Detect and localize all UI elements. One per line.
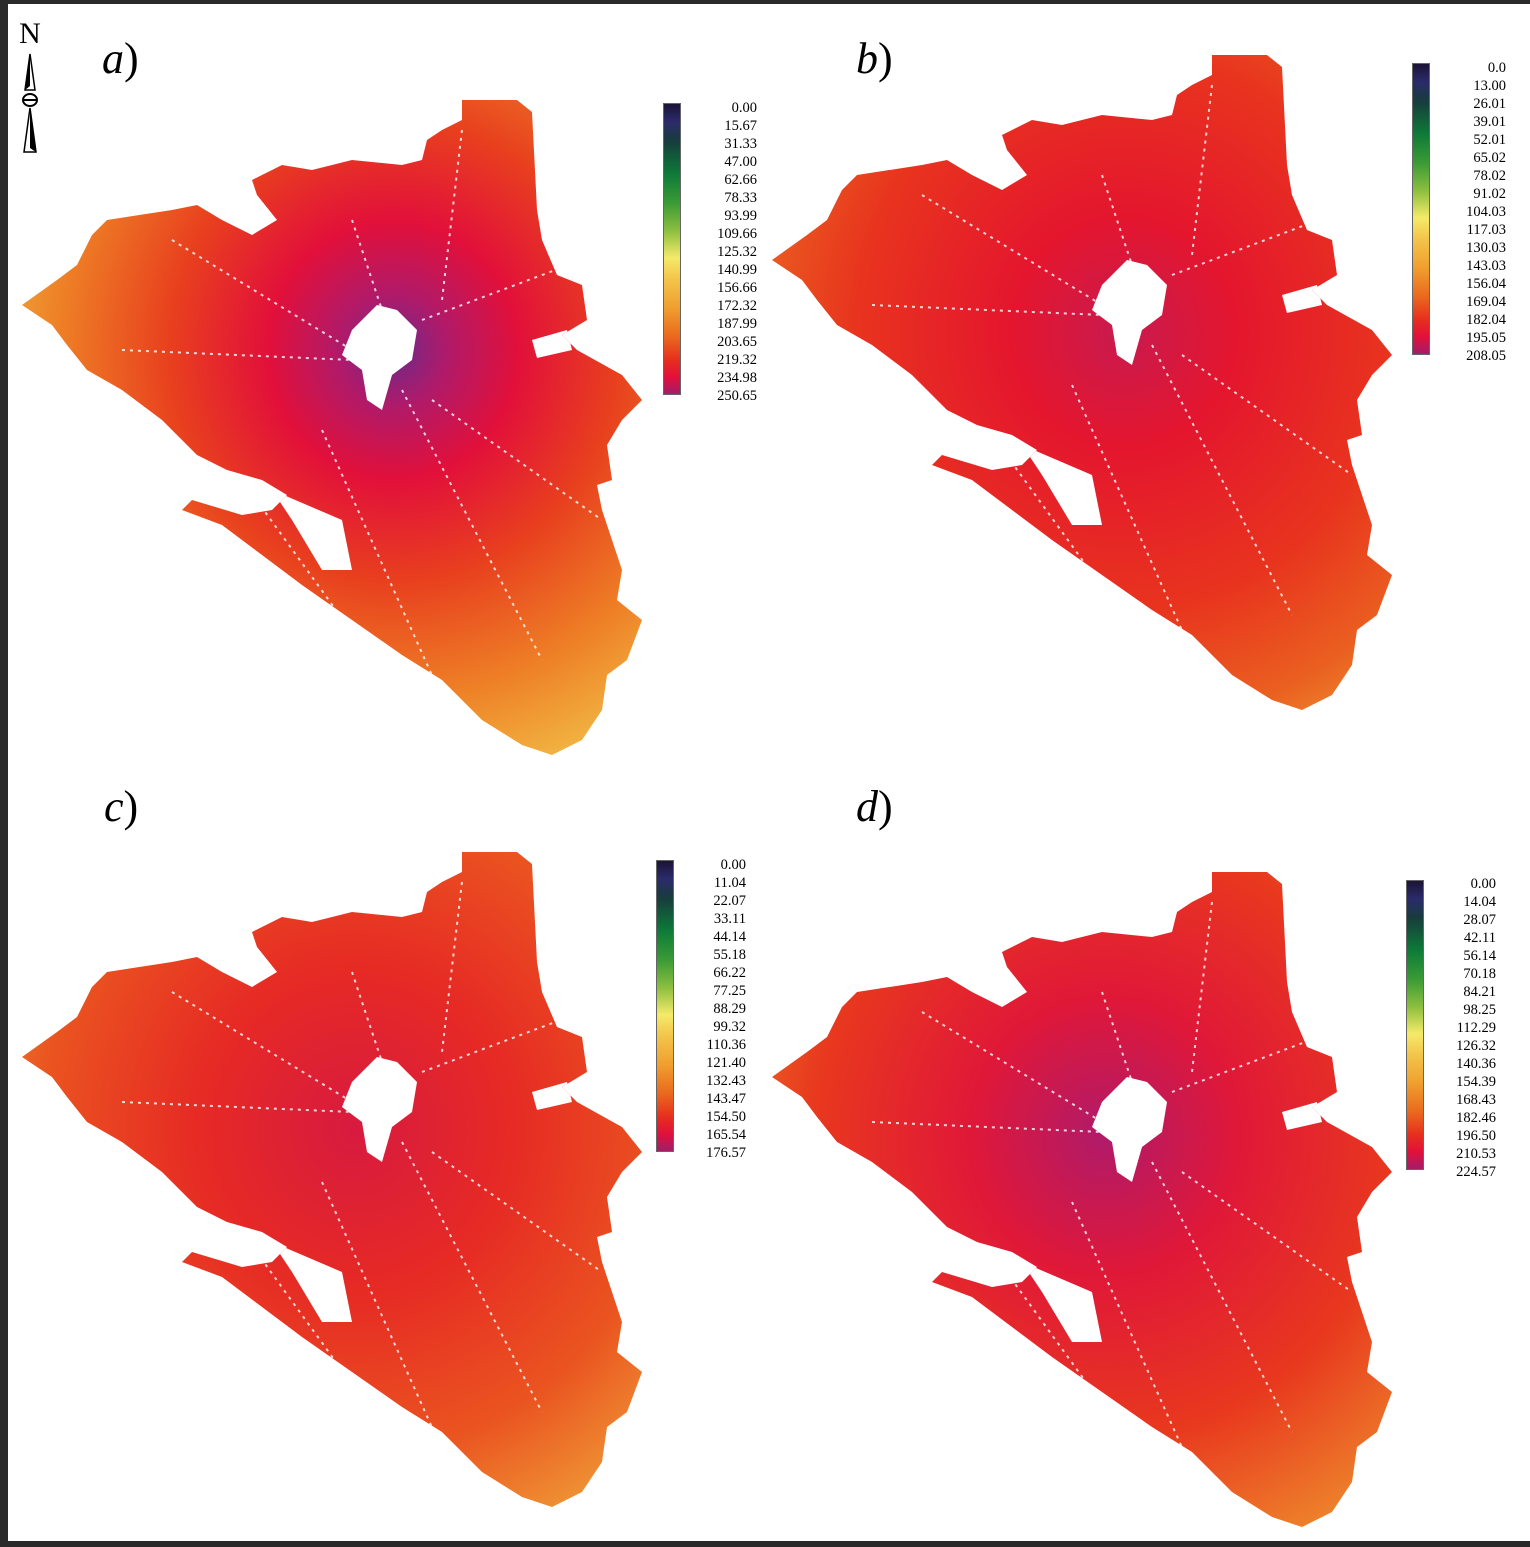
legend-c-tick: 55.18 (713, 947, 746, 963)
panel-label-d: d) (856, 782, 893, 831)
colorbar-b (1412, 63, 1430, 355)
legend-c-tick: 154.50 (706, 1109, 746, 1125)
legend-a-tick: 47.00 (724, 154, 757, 170)
legend-b-ticks: 0.0 13.00 26.01 39.01 52.01 65.02 78.02 … (1436, 60, 1506, 364)
legend-a-tick: 250.65 (717, 388, 757, 404)
legend-d-tick: 14.04 (1463, 894, 1496, 910)
map-d (772, 872, 1392, 1527)
legend-d-ticks: 0.00 14.04 28.07 42.11 56.14 70.18 84.21… (1430, 876, 1496, 1180)
legend-b-tick: 156.04 (1466, 276, 1506, 292)
legend-a-tick: 93.99 (724, 208, 757, 224)
legend-a-tick: 31.33 (724, 136, 757, 152)
legend-d-tick: 224.57 (1456, 1164, 1496, 1180)
legend-d-tick: 28.07 (1463, 912, 1496, 928)
legend-a-tick: 140.99 (717, 262, 757, 278)
legend-c-tick: 88.29 (713, 1001, 746, 1017)
legend-a-tick: 156.66 (717, 280, 757, 296)
legend-a-tick: 187.99 (717, 316, 757, 332)
legend-d-tick: 112.29 (1456, 1020, 1496, 1036)
legend-c-tick: 110.36 (706, 1037, 746, 1053)
legend-c-tick: 99.32 (713, 1019, 746, 1035)
map-b (772, 55, 1392, 710)
legend-d-tick: 84.21 (1463, 984, 1496, 1000)
legend-d-tick: 168.43 (1456, 1092, 1496, 1108)
legend-d-tick: 98.25 (1463, 1002, 1496, 1018)
map-a (22, 100, 642, 755)
legend-d-tick: 210.53 (1456, 1146, 1496, 1162)
legend-d-tick: 154.39 (1456, 1074, 1496, 1090)
legend-c-tick: 77.25 (713, 983, 746, 999)
legend-d-tick: 126.32 (1456, 1038, 1496, 1054)
panel-label-c: c) (104, 782, 139, 831)
legend-d-tick: 42.11 (1463, 930, 1496, 946)
legend-c-tick: 0.00 (720, 857, 746, 873)
legend-b-tick: 65.02 (1473, 150, 1506, 166)
colorbar-c (656, 860, 674, 1152)
legend-c-tick: 22.07 (713, 893, 746, 909)
legend-c-tick: 132.43 (706, 1073, 746, 1089)
panel-label-b: b) (856, 34, 893, 83)
legend-b-tick: 169.04 (1466, 294, 1506, 310)
legend-a-ticks: 0.00 15.67 31.33 47.00 62.66 78.33 93.99… (687, 100, 757, 404)
legend-d-tick: 182.46 (1456, 1110, 1496, 1126)
legend-a-tick: 62.66 (724, 172, 757, 188)
legend-b-tick: 104.03 (1466, 204, 1506, 220)
legend-c-tick: 176.57 (706, 1145, 746, 1161)
legend-b-tick: 0.0 (1487, 60, 1506, 76)
legend-d-tick: 0.00 (1470, 876, 1496, 892)
north-arrow-icon (22, 53, 38, 153)
legend-b-tick: 117.03 (1466, 222, 1506, 238)
legend-b-tick: 26.01 (1473, 96, 1506, 112)
legend-b-tick: 182.04 (1466, 312, 1506, 328)
legend-c-tick: 165.54 (706, 1127, 746, 1143)
legend-a-tick: 0.00 (731, 100, 757, 116)
legend-a-tick: 234.98 (717, 370, 757, 386)
legend-b-tick: 195.05 (1466, 330, 1506, 346)
legend-c-tick: 66.22 (713, 965, 746, 981)
legend-b-tick: 78.02 (1473, 168, 1506, 184)
legend-b-tick: 130.03 (1466, 240, 1506, 256)
legend-c-tick: 33.11 (713, 911, 746, 927)
legend-a-tick: 109.66 (717, 226, 757, 242)
legend-b-tick: 52.01 (1473, 132, 1506, 148)
legend-c-tick: 143.47 (706, 1091, 746, 1107)
legend-a-tick: 78.33 (724, 190, 757, 206)
colorbar-d (1406, 880, 1424, 1170)
legend-b-tick: 13.00 (1473, 78, 1506, 94)
legend-c-tick: 11.04 (713, 875, 746, 891)
legend-a-tick: 172.32 (717, 298, 757, 314)
legend-b-tick: 143.03 (1466, 258, 1506, 274)
north-label: N (19, 17, 41, 50)
legend-d-tick: 70.18 (1463, 966, 1496, 982)
legend-d-tick: 56.14 (1463, 948, 1496, 964)
legend-a-tick: 15.67 (724, 118, 757, 134)
map-c (22, 852, 642, 1507)
legend-c-ticks: 0.00 11.04 22.07 33.11 44.14 55.18 66.22… (680, 857, 746, 1161)
legend-d-tick: 140.36 (1456, 1056, 1496, 1072)
legend-a-tick: 125.32 (717, 244, 757, 260)
colorbar-a (663, 103, 681, 395)
legend-b-tick: 208.05 (1466, 348, 1506, 364)
north-arrow: N (14, 18, 46, 158)
legend-b-tick: 91.02 (1473, 186, 1506, 202)
panel-label-a: a) (102, 34, 139, 83)
legend-d-tick: 196.50 (1456, 1128, 1496, 1144)
legend-a-tick: 219.32 (717, 352, 757, 368)
legend-c-tick: 121.40 (706, 1055, 746, 1071)
legend-c-tick: 44.14 (713, 929, 746, 945)
legend-a-tick: 203.65 (717, 334, 757, 350)
legend-b-tick: 39.01 (1473, 114, 1506, 130)
